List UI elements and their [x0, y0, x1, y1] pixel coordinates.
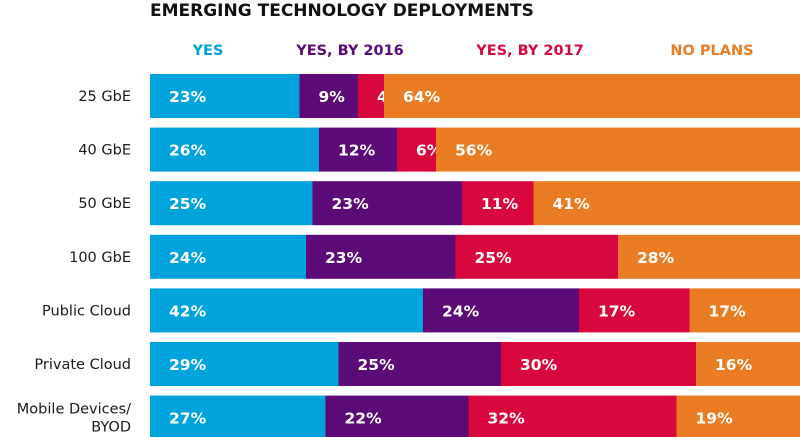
bar-r7-s2 [325, 395, 469, 437]
value-label-r7-s3: 32% [488, 410, 526, 428]
value-label-r5-s4: 17% [709, 302, 747, 320]
value-label-r1-s1: 23% [169, 88, 207, 106]
legend-item-3: YES, BY 2017 [475, 43, 584, 59]
value-label-r5-s3: 17% [598, 302, 636, 320]
bar-r1-s1 [150, 74, 300, 118]
category-label-7-line-2: BYOD [91, 420, 131, 436]
value-label-r6-s4: 16% [715, 356, 753, 374]
bar-r1-s4 [384, 74, 800, 118]
bar-r5-s3 [579, 288, 690, 333]
bar-r5-s2 [423, 288, 579, 333]
category-label-3: 50 GbE [78, 196, 131, 212]
category-label-4: 100 GbE [69, 250, 131, 266]
value-label-r3-s2: 23% [332, 195, 370, 213]
bar-r6-s3 [501, 342, 696, 386]
category-labels: 25 GbE 40 GbE 50 GbE 100 GbE Public Cloud Pri… [17, 89, 131, 436]
value-label-r4-s3: 25% [475, 249, 513, 267]
category-label-7-line-1: Mobile Devices/ [17, 402, 131, 418]
value-label-r6-s2: 25% [358, 356, 396, 374]
bar-r2-s3 [397, 127, 436, 172]
bar-r2-s1 [150, 127, 319, 172]
bar-r6-s2 [338, 342, 501, 386]
category-label-6: Private Cloud [34, 357, 131, 373]
category-label-5: Public Cloud [42, 303, 131, 319]
bars: 23%9%4%64%26%12%6%56%25%23%11%41%24%23%2… [150, 74, 800, 437]
bar-r7-s3 [468, 395, 677, 437]
bar-r4-s1 [150, 234, 306, 279]
category-label-2: 40 GbE [78, 143, 131, 159]
bar-r3-s2 [312, 181, 462, 226]
value-label-r5-s1: 42% [169, 302, 207, 320]
value-label-r1-s4: 64% [403, 88, 441, 106]
bar-r6-s1 [150, 342, 339, 386]
bar-r5-s4 [689, 288, 800, 333]
bar-r4-s4 [618, 234, 800, 279]
value-label-r6-s3: 30% [520, 356, 558, 374]
bar-r7-s4 [676, 395, 800, 437]
bar-r2-s4 [436, 127, 800, 172]
chart-title: EMERGING TECHNOLOGY DEPLOYMENTS [150, 1, 534, 21]
bar-r1-s3 [358, 74, 384, 118]
value-label-r3-s4: 41% [553, 195, 591, 213]
bar-r3-s3 [462, 181, 534, 226]
value-label-r2-s2: 12% [338, 142, 376, 160]
value-label-r7-s4: 19% [696, 410, 734, 428]
bar-r1-s2 [299, 74, 358, 118]
bar-r3-s1 [150, 181, 313, 226]
bar-r6-s4 [696, 342, 800, 386]
value-label-r7-s2: 22% [345, 410, 383, 428]
value-label-r5-s2: 24% [442, 302, 480, 320]
bar-r4-s2 [306, 234, 456, 279]
bar-r3-s4 [533, 181, 800, 226]
value-label-r7-s1: 27% [169, 410, 207, 428]
legend: YES YES, BY 2016 YES, BY 2017 NO PLANS [192, 43, 754, 59]
value-label-r2-s4: 56% [455, 142, 493, 160]
bar-r2-s2 [319, 127, 397, 172]
bar-r7-s1 [150, 395, 326, 437]
legend-item-2: YES, BY 2016 [295, 43, 404, 59]
value-label-r4-s1: 24% [169, 249, 207, 267]
value-label-r3-s1: 25% [169, 195, 207, 213]
value-label-r4-s2: 23% [325, 249, 363, 267]
value-label-r6-s1: 29% [169, 356, 207, 374]
value-label-r4-s4: 28% [637, 249, 675, 267]
value-label-r3-s3: 11% [481, 195, 519, 213]
legend-item-1: YES [192, 43, 224, 59]
bar-r4-s3 [455, 234, 618, 279]
value-label-r1-s2: 9% [319, 88, 346, 106]
legend-item-4: NO PLANS [670, 43, 753, 59]
category-label-1: 25 GbE [78, 89, 131, 105]
bar-r5-s1 [150, 288, 423, 333]
value-label-r2-s1: 26% [169, 142, 207, 160]
